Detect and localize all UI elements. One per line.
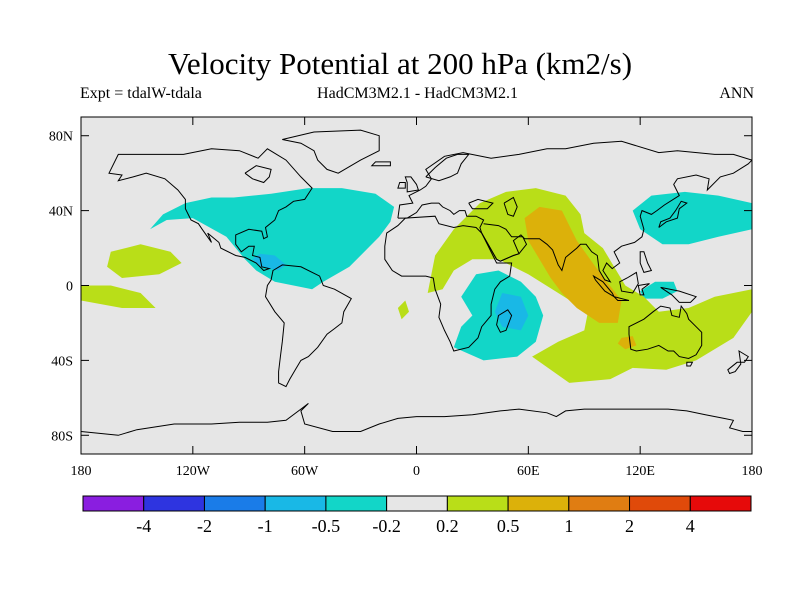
- experiment-label: Expt = tdalW-tdala: [80, 85, 202, 102]
- colorbar-swatch: [264, 495, 327, 512]
- coastline-new-zealand: [727, 350, 750, 375]
- colorbar-swatch: [568, 495, 631, 512]
- coastline-black-sea: [468, 198, 494, 210]
- contour-region-11: [397, 300, 409, 320]
- lon-tick-label: 180: [71, 464, 92, 479]
- colorbar-swatch: [629, 495, 691, 512]
- colorbar-swatch: [689, 495, 752, 512]
- coastline-hudson-bay: [244, 165, 272, 184]
- contour-region-6: [107, 244, 182, 278]
- coastline-philippines: [639, 251, 653, 273]
- coastline-antarctica: [81, 403, 752, 436]
- colorbar-label: 0.5: [497, 516, 520, 536]
- colorbar-label: -0.2: [372, 516, 401, 536]
- lon-tick-label: 60E: [517, 464, 540, 479]
- coastline-greenland: [282, 129, 380, 174]
- coastline-australia: [628, 304, 703, 360]
- contour-region-7: [81, 285, 156, 308]
- coastline-borneo: [619, 271, 639, 294]
- colorbar: -4 -2 -1 -0.5 -0.2 0.2 0.5 1 2 4: [82, 495, 752, 536]
- lon-tick-label: 120W: [176, 464, 211, 479]
- coastline-tasmania: [686, 361, 694, 367]
- lat-tick-label: 40N: [49, 205, 73, 220]
- colorbar-swatch: [446, 495, 509, 512]
- colorbar-swatch: [386, 495, 448, 512]
- colorbar-label: -4: [136, 516, 151, 536]
- lon-tick-label: 0: [413, 464, 420, 479]
- colorbar-swatch: [143, 495, 205, 512]
- contour-region-0: [150, 188, 395, 290]
- lon-tick-label: 180: [742, 464, 763, 479]
- colorbar-label: 1: [564, 516, 573, 536]
- colorbar-swatch: [82, 495, 145, 512]
- colorbar-label: 2: [625, 516, 634, 536]
- lon-tick-label: 60W: [291, 464, 319, 479]
- contour-region-9: [524, 206, 622, 323]
- coastline-africa: [384, 215, 513, 352]
- coastline-sulawesi: [637, 283, 650, 296]
- model-label: HadCM3M2.1 - HadCM3M2.1: [317, 85, 518, 102]
- coastline-scandinavia: [425, 153, 470, 182]
- coastline-north-america: [108, 148, 313, 272]
- map-title: Velocity Potential at 200 hPa (km2/s): [167, 46, 633, 81]
- coastline-madagascar: [496, 309, 513, 333]
- season-label: ANN: [719, 85, 754, 102]
- lat-tick-label: 80S: [51, 429, 73, 444]
- coastline-arabia: [481, 223, 528, 262]
- colorbar-swatch: [507, 495, 570, 512]
- axis-ticks: 80N 40N 0 40S 80S 180 120W 60W 0 60E 120E 180: [49, 117, 763, 479]
- lat-tick-label: 40S: [51, 354, 73, 369]
- contour-region-1: [252, 253, 286, 271]
- contour-region-3: [640, 281, 678, 299]
- coastline-layer: [81, 129, 752, 436]
- contour-region-2: [632, 191, 752, 245]
- colorbar-label: 0.2: [436, 516, 459, 536]
- coastline-eurasia: [397, 140, 752, 283]
- coastline-caspian: [503, 196, 518, 217]
- coastline-britain: [404, 176, 420, 193]
- colorbar-swatch: [203, 495, 266, 512]
- colorbar-label: -2: [197, 516, 212, 536]
- lat-tick-label: 0: [66, 280, 73, 295]
- lat-tick-label: 80N: [49, 130, 73, 145]
- colorbar-label: -1: [258, 516, 273, 536]
- coastline-java: [612, 295, 630, 301]
- contour-region-5: [494, 293, 529, 331]
- colorbar-label: 4: [686, 516, 695, 536]
- colorbar-swatch: [325, 495, 388, 512]
- coastline-new-guinea: [660, 286, 698, 303]
- coastline-japan: [658, 200, 688, 228]
- lon-tick-label: 120E: [625, 464, 655, 479]
- coastline-south-america: [264, 264, 352, 388]
- coastline-iceland: [370, 161, 391, 167]
- colorbar-label: -0.5: [312, 516, 341, 536]
- contour-region-10: [617, 336, 637, 350]
- coastline-ireland: [397, 182, 406, 189]
